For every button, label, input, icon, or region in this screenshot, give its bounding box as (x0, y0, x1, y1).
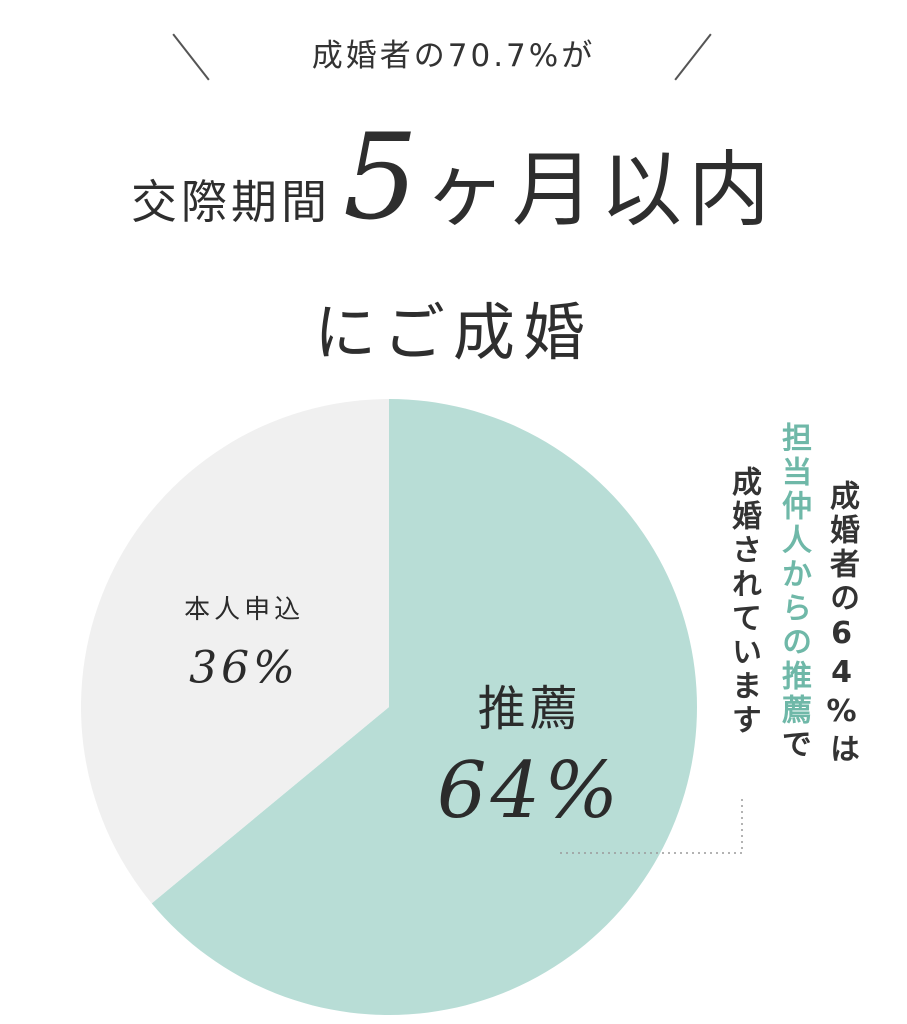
slice-label-1: 本人申込 (184, 595, 304, 625)
headline-main: 交際期間 5 ヶ月以内 (0, 118, 907, 242)
callout-col3-text: 成婚されています (726, 466, 761, 738)
headline: 成婚者の70.7%が 交際期間 5 ヶ月以内 にご成婚 (0, 0, 907, 380)
slice-value-0: 64% (437, 746, 622, 836)
headline-main-suffix: ヶ月以内 (424, 143, 777, 238)
slice-value-1: 36% (189, 643, 299, 694)
callout-column-1: 成婚者の64%は (824, 480, 859, 767)
pie-slice-1 (81, 399, 390, 904)
headline-pre: 成婚者の70.7%が (311, 38, 596, 74)
callout-col2-accent: 担当仲人からの推薦 (776, 422, 811, 728)
headline-main-highlight: 5 (342, 108, 419, 246)
callout-col2-tail: で (776, 728, 811, 762)
callout-col1-text: 成婚者の64%は (824, 480, 859, 767)
pie-slice-0 (151, 399, 698, 1016)
headline-sub: にご成婚 (314, 296, 593, 369)
callout-column-3: 成婚されています (726, 466, 761, 738)
slice-label-0: 推薦 (478, 681, 582, 737)
headline-main-prefix: 交際期間 (130, 175, 331, 229)
callout-leader-line (560, 795, 743, 854)
callout-column-2: 担当仲人からの推薦で (776, 422, 811, 762)
